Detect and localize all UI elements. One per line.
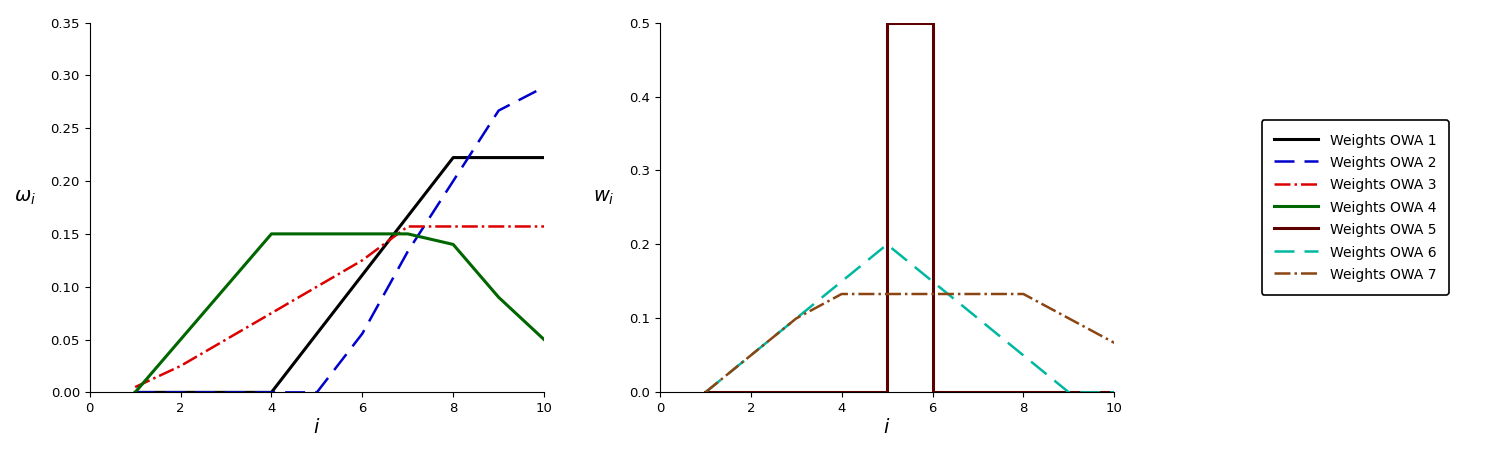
Weights OWA 6: [1060, 390, 1078, 395]
Weights OWA 5: [1060, 390, 1078, 395]
Weights OWA 7: [833, 291, 851, 297]
Weights OWA 5: [1105, 390, 1123, 395]
Weights OWA 5: [878, 20, 896, 25]
Weights OWA 7: [742, 353, 759, 358]
Weights OWA 2: [399, 249, 417, 254]
Weights OWA 5: [697, 390, 715, 395]
Weights OWA 2: [263, 390, 281, 395]
Weights OWA 3: [490, 224, 508, 229]
Weights OWA 2: [172, 390, 190, 395]
Line: Weights OWA 2: Weights OWA 2: [135, 87, 544, 392]
Weights OWA 1: [490, 155, 508, 160]
Weights OWA 6: [924, 279, 942, 284]
Weights OWA 6: [697, 390, 715, 395]
Weights OWA 3: [399, 224, 417, 229]
Weights OWA 1: [308, 331, 326, 336]
Y-axis label: $\omega_i$: $\omega_i$: [15, 189, 36, 207]
Weights OWA 2: [444, 178, 462, 184]
Weights OWA 5: [833, 390, 851, 395]
Weights OWA 1: [353, 272, 371, 278]
Line: Weights OWA 3: Weights OWA 3: [135, 226, 544, 387]
Weights OWA 4: [353, 231, 371, 237]
Weights OWA 2: [217, 390, 235, 395]
Weights OWA 3: [308, 284, 326, 290]
Weights OWA 3: [172, 363, 190, 368]
Weights OWA 4: [444, 242, 462, 247]
Weights OWA 4: [399, 231, 417, 237]
Weights OWA 1: [217, 390, 235, 395]
Weights OWA 1: [263, 390, 281, 395]
Weights OWA 6: [878, 242, 896, 247]
Weights OWA 3: [444, 224, 462, 229]
Weights OWA 6: [1015, 353, 1033, 358]
Weights OWA 4: [535, 337, 553, 342]
Weights OWA 7: [878, 291, 896, 297]
Weights OWA 4: [308, 231, 326, 237]
Weights OWA 4: [263, 231, 281, 237]
Weights OWA 7: [697, 390, 715, 395]
Weights OWA 4: [126, 390, 144, 395]
Weights OWA 6: [833, 279, 851, 284]
Weights OWA 5: [924, 20, 942, 25]
Legend: Weights OWA 1, Weights OWA 2, Weights OWA 3, Weights OWA 4, Weights OWA 5, Weigh: Weights OWA 1, Weights OWA 2, Weights OW…: [1262, 120, 1449, 295]
Weights OWA 7: [1105, 340, 1123, 345]
X-axis label: $i$: $i$: [884, 418, 891, 437]
Weights OWA 5: [788, 390, 806, 395]
Weights OWA 6: [1105, 390, 1123, 395]
Weights OWA 4: [172, 337, 190, 342]
Line: Weights OWA 7: Weights OWA 7: [706, 294, 1114, 392]
Weights OWA 6: [969, 316, 987, 321]
Weights OWA 2: [353, 331, 371, 336]
Weights OWA 6: [742, 353, 759, 358]
X-axis label: $i$: $i$: [314, 418, 320, 437]
Line: Weights OWA 1: Weights OWA 1: [135, 157, 544, 392]
Weights OWA 1: [126, 390, 144, 395]
Weights OWA 3: [353, 258, 371, 263]
Weights OWA 5: [924, 390, 942, 395]
Weights OWA 5: [742, 390, 759, 395]
Weights OWA 6: [788, 316, 806, 321]
Weights OWA 4: [217, 284, 235, 290]
Line: Weights OWA 4: Weights OWA 4: [135, 234, 544, 392]
Weights OWA 3: [217, 337, 235, 342]
Weights OWA 7: [1015, 291, 1033, 297]
Y-axis label: $w_i$: $w_i$: [594, 189, 614, 207]
Weights OWA 4: [490, 295, 508, 300]
Weights OWA 5: [1015, 390, 1033, 395]
Weights OWA 1: [172, 390, 190, 395]
Weights OWA 2: [535, 84, 553, 90]
Weights OWA 7: [788, 316, 806, 321]
Weights OWA 5: [878, 390, 896, 395]
Line: Weights OWA 5: Weights OWA 5: [706, 23, 1114, 392]
Weights OWA 3: [126, 384, 144, 390]
Weights OWA 5: [969, 390, 987, 395]
Weights OWA 3: [535, 224, 553, 229]
Weights OWA 1: [399, 213, 417, 219]
Weights OWA 2: [308, 390, 326, 395]
Line: Weights OWA 6: Weights OWA 6: [706, 244, 1114, 392]
Weights OWA 2: [490, 108, 508, 113]
Weights OWA 3: [263, 310, 281, 316]
Weights OWA 1: [444, 155, 462, 160]
Weights OWA 7: [969, 291, 987, 297]
Weights OWA 2: [126, 390, 144, 395]
Weights OWA 7: [1060, 316, 1078, 321]
Weights OWA 7: [924, 291, 942, 297]
Weights OWA 1: [535, 155, 553, 160]
